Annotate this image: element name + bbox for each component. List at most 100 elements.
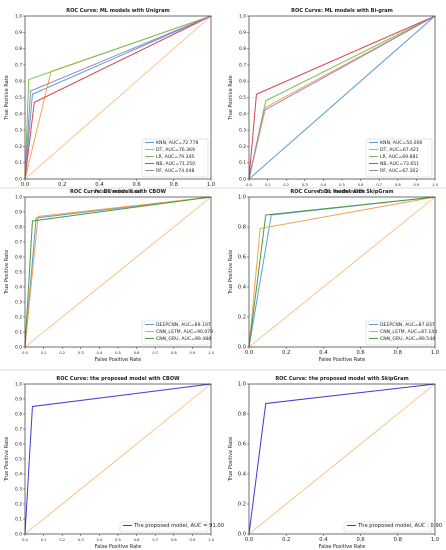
y-tick-label: 0.4 [238,285,247,291]
y-axis-label: True Positive Rate [228,250,234,296]
roc-series-line-5 [24,15,212,180]
legend-box [365,320,433,346]
y-tick-label: 0.2 [239,144,246,150]
roc-series-line-5 [248,15,436,180]
y-tick-label: 0.8 [238,412,246,418]
y-tick-label: 0.6 [239,79,246,85]
chart-title: ROC Curve: the proposed model with CBOW [56,376,180,382]
legend: The proposed model, AUC = 91.00 [119,521,224,533]
x-tick-label: 1.0 [431,537,439,543]
legend-box [141,320,209,346]
x-axis-label: False Positive Rate [95,189,141,195]
x-tick-label: 0.2 [59,351,65,355]
legend-label-4: NB, AUC=73.651 [380,161,419,167]
x-tick-label: 1.0 [208,351,214,355]
x-tick-label: 0.4 [319,350,328,356]
y-tick-label: 1.0 [15,195,22,201]
x-tick-label: 0.2 [58,182,66,188]
legend-label-1: DEEPCNN, AUC=89.107 [156,322,211,328]
diagonal-reference-line [24,196,212,348]
roc-series-line-1 [248,383,436,535]
y-axis-label: True Positive Rate [228,437,234,483]
y-tick-label: 0.2 [15,502,22,508]
x-tick-label: 0.0 [245,350,253,356]
legend-label-3: CNN_GRU, AUC=89.484 [156,336,211,342]
x-tick-label: 0.6 [134,538,140,542]
x-tick-label: 0.4 [97,351,103,355]
x-tick-label: 0.1 [41,538,47,542]
y-tick-label: 0.5 [15,457,22,463]
x-tick-label: 0.6 [134,351,140,355]
y-tick-label: 0.4 [15,285,22,291]
chart-panel-2: ROC Curve: ML models with Bi-gram 0.0 0.1 0… [228,8,439,195]
y-tick-label: 0.2 [15,315,22,321]
y-tick-label: 0.2 [238,315,246,321]
legend-label-3: LR, AUC=79.345 [156,154,194,160]
x-tick-label: 0.5 [339,183,345,187]
x-tick-label: 0.2 [282,537,290,543]
chart-panel-1: ROC Curve: ML models with Unigram 0.0 0.2 0… [4,8,215,195]
y-tick-label: 1.0 [239,14,246,20]
x-axis-label: False Positive Rate [319,357,365,363]
legend-label-1: The proposed model, AUC : 0.90 [357,523,442,529]
x-tick-label: 0.5 [115,351,121,355]
y-tick-label: 0.9 [15,397,22,403]
y-tick-label: 0.9 [15,30,22,36]
y-tick-label: 0.3 [15,487,22,493]
y-tick-label: 0.1 [239,160,246,166]
x-tick-label: 0.0 [22,538,28,542]
y-tick-label: 0.7 [15,240,22,246]
chart-panel-4: ROC Curve: DL model with SkipGram 0.0 0.2 0… [228,189,439,363]
plot-frame [248,196,436,348]
y-tick-label: 0.6 [238,255,246,261]
x-tick-label: 0.6 [132,182,140,188]
chart-panel-3: ROC Curve: DL models with CBOW 0.0 0.1 0.2 0… [4,189,215,363]
y-tick-label: 0.0 [15,177,22,183]
x-axis-label: False Positive Rate [95,544,141,550]
x-tick-label: 1.0 [208,538,214,542]
legend-label-4: NB, AUC=71.250 [156,161,195,167]
x-tick-label: 0.6 [356,350,364,356]
chart-title: ROC Curve: the proposed model with SkipG… [275,376,408,382]
x-tick-label: 0.7 [376,183,382,187]
legend-label-5: RF, AUC=74.048 [156,168,194,174]
diagonal-reference-line [24,383,212,535]
x-tick-label: 0.8 [171,351,177,355]
y-tick-label: 1.0 [238,195,246,201]
x-axis-label: False Positive Rate [95,357,141,363]
y-tick-label: 0.0 [239,177,246,183]
y-tick-label: 0.7 [15,427,22,433]
y-tick-label: 0.5 [15,270,22,276]
diagonal-reference-line [24,15,212,180]
legend-label-3: LR, AUC=69.881 [380,154,418,160]
x-tick-label: 0.4 [319,537,328,543]
roc-series-line-4 [248,15,436,180]
y-tick-label: 0.3 [239,128,246,134]
roc-series-line-3 [24,196,212,348]
y-tick-label: 0.0 [15,532,22,538]
x-tick-label: 0.3 [78,538,84,542]
legend-box [343,521,433,533]
roc-series-line-3 [248,196,436,348]
y-tick-label: 0.4 [238,472,247,478]
x-tick-label: 1.0 [432,183,438,187]
y-tick-label: 0.9 [15,210,22,216]
legend-label-2: DT, AUC=67.421 [380,147,419,153]
y-tick-label: 0.3 [15,300,22,306]
y-axis-label: True Positive Rate [228,75,234,121]
y-tick-label: 0.1 [15,330,22,336]
plot-frame [248,383,436,535]
x-tick-label: 0.9 [414,183,420,187]
chart-title: ROC Curve: ML models with Unigram [66,8,170,14]
y-tick-label: 0.7 [239,62,246,68]
x-tick-label: 0.2 [283,183,289,187]
y-tick-label: 0.1 [15,160,22,166]
x-tick-label: 0.1 [41,351,47,355]
y-tick-label: 0.8 [15,225,22,231]
legend-box [141,138,209,178]
legend-label-2: CNN_LSTM, AUC=90.079 [156,329,213,335]
legend-label-1: The proposed model, AUC = 91.00 [133,523,224,529]
legend-label-2: DT, AUC=76.369 [156,147,195,153]
chart-panel-6: ROC Curve: the proposed model with SkipG… [228,376,442,550]
